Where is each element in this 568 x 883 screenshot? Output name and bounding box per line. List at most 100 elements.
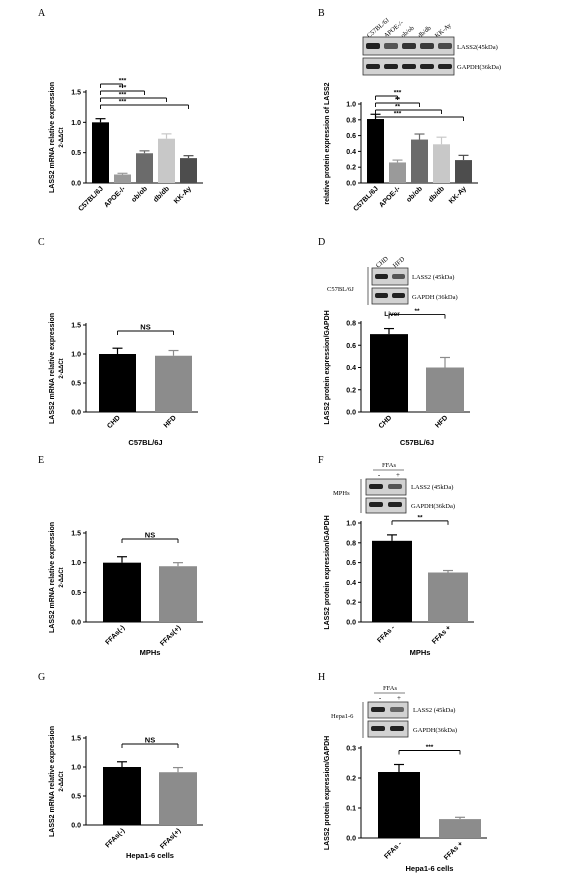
y-tick-label: 0.0: [346, 836, 356, 843]
x-tick-label: FFAs(-): [104, 827, 126, 849]
y-tick-label: 0.0: [346, 620, 356, 627]
bar: [158, 138, 175, 183]
x-tick-label: FFAs(+): [159, 624, 182, 647]
blot-h-label-lass2: LASS2 (45kDa): [413, 707, 455, 714]
x-tick-label: APOE-/-: [103, 185, 127, 209]
bar: [367, 119, 384, 183]
blot-d-label-lass2: LASS2 (45kDa): [412, 274, 454, 281]
blot-f-treatment: FFAs: [382, 462, 396, 469]
chart-b: 0.0 0.2 0.4 0.6 0.8 1.0 relative protein expre…: [324, 82, 478, 213]
x-tick-label: FFAs -: [376, 624, 397, 645]
bar: [159, 566, 197, 622]
x-tick-label: FFAs(+): [159, 827, 182, 850]
significance-label: **: [395, 97, 401, 104]
x-tick-label: CHD: [106, 414, 122, 430]
x-tick-label: HFD: [163, 414, 178, 429]
bar: [433, 144, 450, 183]
significance-label: ***: [119, 85, 127, 92]
bar: [411, 139, 428, 183]
chart-c: 0.0 0.5 1.0 1.5 LASS2 mRNA relative expressi…: [49, 313, 198, 447]
x-axis-label: MPHs: [140, 648, 161, 657]
chart-a: 0.0 0.5 1.0 1.5 LASS2 mRNA relative expressi…: [49, 78, 203, 213]
panel-letter-e: E: [38, 455, 44, 466]
significance-label: ***: [119, 78, 127, 85]
y-axis-label: LASS2 mRNA relative expression: [49, 522, 56, 633]
blot-f-lane-plus: +: [396, 471, 400, 479]
significance-bracket: NS: [121, 531, 179, 543]
significance-bracket: ***: [100, 99, 189, 109]
y-tick-label: 0.1: [346, 806, 356, 813]
significance-bracket: **: [375, 104, 442, 114]
bar: [378, 772, 420, 838]
blot-h-group-label: Hepa1-6: [331, 713, 354, 720]
bar: [426, 367, 464, 412]
y-tick-label: 1.5: [71, 531, 81, 538]
significance-label: NS: [145, 531, 155, 540]
y-tick-label: 0.8: [346, 117, 356, 124]
bar: [99, 354, 136, 412]
y-tick-label: 0.2: [346, 600, 356, 607]
x-axis-label: MPHs: [410, 648, 431, 657]
y-tick-label: 0.0: [71, 181, 81, 188]
y-tick-label: 1.0: [346, 521, 356, 528]
bar: [439, 819, 481, 838]
y-tick-label: 0.2: [346, 387, 356, 394]
y-axis-label-secondary: 2-ΔΔCt: [59, 567, 65, 587]
bar: [155, 355, 192, 412]
x-tick-label: C57BL/6J: [352, 185, 380, 213]
significance-bracket: ***: [398, 744, 461, 755]
blot-b-label-lass2: LASS2(45kDa): [457, 44, 498, 51]
significance-bracket: ***: [375, 111, 464, 121]
y-tick-label: 0.4: [346, 149, 356, 156]
y-tick-label: 0.0: [346, 410, 356, 417]
y-tick-label: 0.2: [346, 165, 356, 172]
y-tick-label: 0.6: [346, 343, 356, 350]
significance-bracket: **: [375, 97, 420, 107]
significance-label: ***: [119, 99, 127, 106]
x-tick-label: FFAs(-): [104, 624, 126, 646]
x-axis-label: C57BL/6J: [128, 438, 162, 447]
blot-h-lane-plus: +: [397, 694, 401, 702]
western-blot-b: C57BL/6J APOE-/- ob/ob db/db KK-Ay LASS2…: [362, 17, 501, 76]
y-tick-label: 0.0: [346, 181, 356, 188]
x-axis-label: Hepa1-6 cells: [126, 851, 174, 860]
bar: [455, 160, 472, 183]
panel-letter-a: A: [38, 8, 46, 19]
bar: [92, 122, 109, 183]
charts-layer: 0.0 0.5 1.0 1.5 LASS2 mRNA relative expressi…: [49, 78, 487, 873]
y-tick-label: 0.5: [71, 150, 81, 157]
y-tick-label: 1.0: [71, 765, 81, 772]
significance-label: NS: [145, 736, 155, 745]
blot-f-label-gapdh: GAPDH(36kDa): [411, 503, 455, 510]
y-axis-label: LASS2 protein expression/GAPDH: [324, 736, 331, 850]
blot-h-label-gapdh: GAPDH(36kDa): [413, 727, 457, 734]
x-tick-label: FFAs +: [431, 624, 452, 645]
panel-letter-g: G: [38, 672, 45, 683]
bar: [372, 540, 412, 622]
bar: [114, 174, 131, 183]
blot-b-label-gapdh: GAPDH(36kDa): [457, 64, 501, 71]
bar: [389, 162, 406, 183]
significance-label: ***: [394, 90, 402, 97]
y-tick-label: 0.4: [346, 365, 356, 372]
western-blot-f: FFAs - + MPHs LASS2 (45kDa) GAPDH(36kDa): [333, 462, 455, 514]
panel-letter-b: B: [318, 8, 325, 19]
y-tick-label: 1.0: [71, 120, 81, 127]
y-tick-label: 0.8: [346, 321, 356, 328]
y-axis-label: LASS2 mRNA relative expression: [49, 82, 56, 193]
x-tick-label: APOE-/-: [378, 185, 402, 209]
y-tick-label: 1.5: [71, 323, 81, 330]
significance-bracket: NS: [117, 323, 174, 335]
y-tick-label: 0.0: [71, 620, 81, 627]
panel-letter-h: H: [318, 672, 325, 683]
y-tick-label: 1.0: [71, 352, 81, 359]
bar: [180, 158, 197, 183]
y-axis-label: LASS2 mRNA relative expression: [49, 313, 56, 424]
x-tick-label: HFD: [434, 414, 449, 429]
y-tick-label: 0.0: [71, 823, 81, 830]
y-tick-label: 1.5: [71, 736, 81, 743]
bar: [370, 334, 408, 412]
y-axis-label: LASS2 mRNA relative expression: [49, 726, 56, 837]
significance-label: ***: [426, 744, 434, 751]
